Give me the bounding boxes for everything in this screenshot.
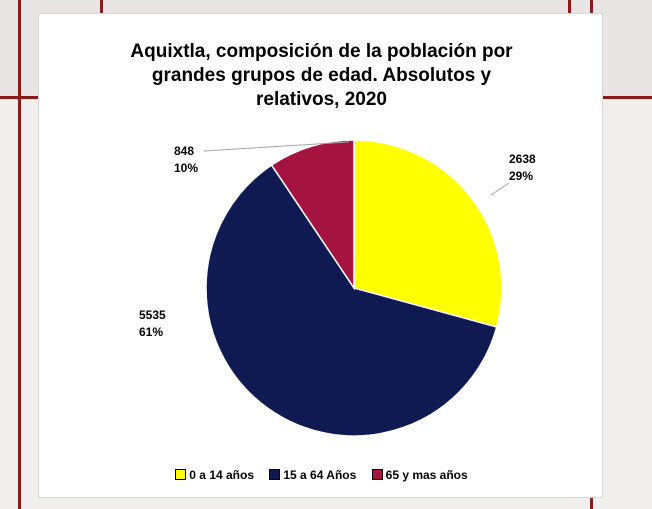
slice-65-plus [270,139,355,291]
chart-title-line-1: Aquixtla, composición de la población po… [130,41,513,62]
chart-legend: 0 a 14 años 15 a 64 Años 65 y mas años [39,468,604,482]
legend-label: 0 a 14 años [189,468,255,482]
pie-chart: 2638 29% 5535 61% 848 10% [139,139,536,437]
legend-item-65-plus: 65 y mas años [371,468,468,482]
legend-swatch [269,469,281,480]
decor-line-left [18,0,21,509]
legend-swatch [371,469,383,480]
leader-lines [203,141,510,196]
pie-slices [205,139,503,437]
legend-item-15-64: 15 a 64 Años [269,468,356,482]
data-label-value: 5535 [139,308,166,322]
leader-line [203,141,350,152]
chart-title: Aquixtla, composición de la población po… [39,40,604,112]
decor-tick-top-left [100,0,103,14]
chart-title-line-2: grandes grupos de edad. Absolutos y [151,65,492,86]
data-label-value: 848 [174,144,194,158]
data-labels: 2638 29% 5535 61% 848 10% [139,144,536,339]
slice-15-64 [205,164,498,437]
legend-swatch [175,469,187,480]
slice-0-14 [353,139,503,328]
legend-item-0-14: 0 a 14 años [175,468,254,482]
legend-label: 15 a 64 Años [283,468,357,482]
data-label-percent: 10% [174,161,198,175]
data-label-percent: 61% [139,325,163,339]
leader-line [490,182,510,196]
decor-tick-top-right [568,0,571,14]
chart-title-line-3: relativos, 2020 [256,89,387,110]
chart-panel: Aquixtla, composición de la población po… [38,13,603,498]
legend-label: 65 y mas años [385,468,468,482]
data-label-value: 2638 [509,152,536,166]
data-label-percent: 29% [509,169,533,183]
